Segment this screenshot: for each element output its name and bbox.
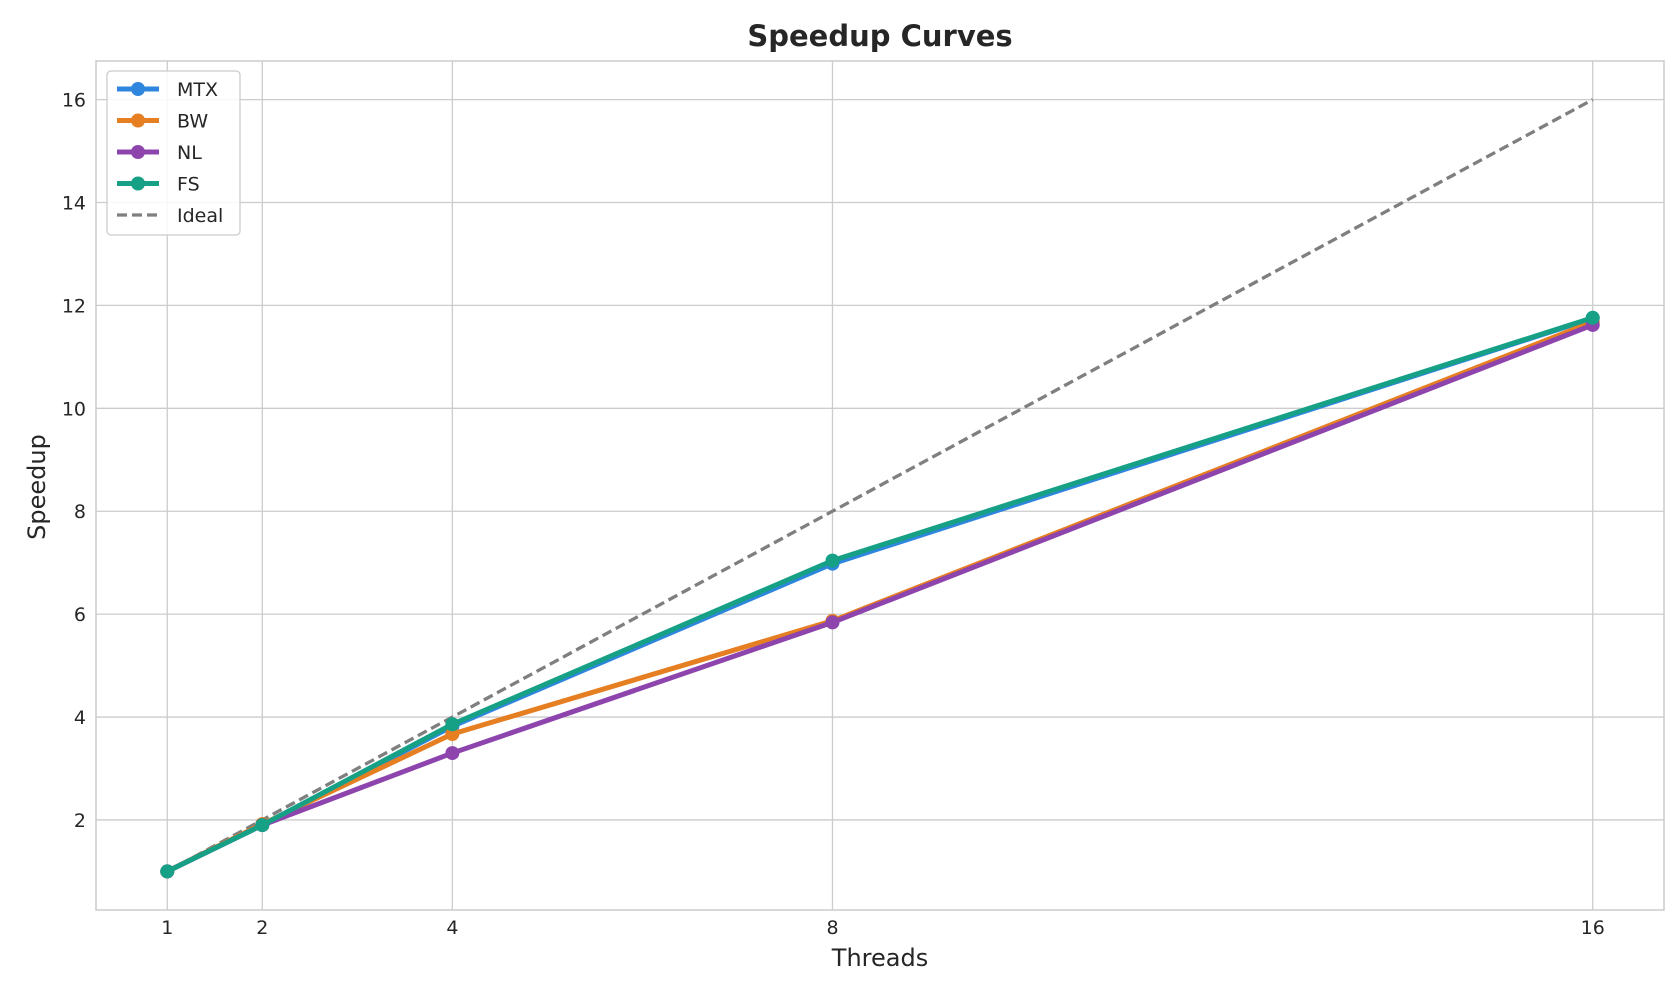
- plot-frame: [95, 60, 1665, 911]
- chart-title: Speedup Curves: [747, 19, 1012, 53]
- series-mtx: [160, 311, 1600, 879]
- legend-marker-nl: [131, 145, 145, 159]
- data-point-bw: [445, 727, 460, 742]
- data-point-nl: [445, 746, 460, 761]
- y-tick-label: 14: [62, 193, 86, 215]
- legend-label-bw: BW: [177, 111, 208, 133]
- series-line-nl: [166, 322, 1594, 874]
- data-point-fs: [825, 553, 840, 568]
- y-tick-label: 2: [74, 810, 86, 832]
- legend-item-bw: BW: [117, 111, 208, 133]
- series-line-fs: [166, 315, 1594, 874]
- data-point-fs: [445, 717, 460, 732]
- y-tick-label: 10: [62, 398, 86, 420]
- grid-lines: [96, 61, 1664, 910]
- x-tick-label: 4: [446, 917, 458, 939]
- x-tick-labels: 1 2 4 8 16: [161, 917, 1605, 939]
- y-axis-label: Speedup: [23, 434, 51, 540]
- data-point-nl: [825, 615, 840, 630]
- y-tick-label: 12: [62, 295, 86, 317]
- y-tick-label: 16: [62, 90, 86, 112]
- legend-marker-bw: [131, 113, 145, 128]
- legend-item-mtx: MTX: [117, 79, 218, 101]
- x-axis-label: Threads: [831, 944, 928, 972]
- series-ideal: [166, 98, 1594, 873]
- series-line-bw: [166, 319, 1594, 874]
- legend-label-fs: FS: [177, 174, 200, 196]
- series-fs: [160, 310, 1600, 879]
- data-point-fs: [255, 818, 270, 833]
- series-line-ideal: [166, 98, 1594, 873]
- x-tick-label: 1: [161, 917, 173, 939]
- legend-marker-fs: [131, 176, 145, 191]
- x-tick-label: 16: [1581, 917, 1605, 939]
- legend-label-mtx: MTX: [177, 79, 218, 101]
- legend-marker-mtx: [131, 82, 145, 96]
- legend-item-nl: NL: [117, 142, 202, 164]
- legend-label-nl: NL: [177, 142, 202, 164]
- data-point-fs: [160, 864, 175, 879]
- y-tick-label: 8: [74, 501, 86, 523]
- y-tick-label: 6: [74, 604, 86, 626]
- x-tick-label: 2: [256, 917, 268, 939]
- legend-label-ideal: Ideal: [177, 205, 223, 227]
- legend-item-fs: FS: [117, 174, 200, 196]
- y-tick-label: 4: [74, 707, 86, 729]
- legend-box: [106, 70, 241, 236]
- legend: MTX BW NL FS Ideal: [106, 70, 241, 236]
- series-layer: [160, 98, 1600, 879]
- x-tick-label: 8: [826, 917, 838, 939]
- data-point-fs: [1585, 310, 1600, 325]
- series-bw: [160, 314, 1600, 879]
- legend-item-ideal: Ideal: [117, 205, 223, 227]
- y-tick-labels: 2 4 6 8 10 12 14 16: [62, 90, 86, 832]
- series-line-mtx: [166, 315, 1594, 874]
